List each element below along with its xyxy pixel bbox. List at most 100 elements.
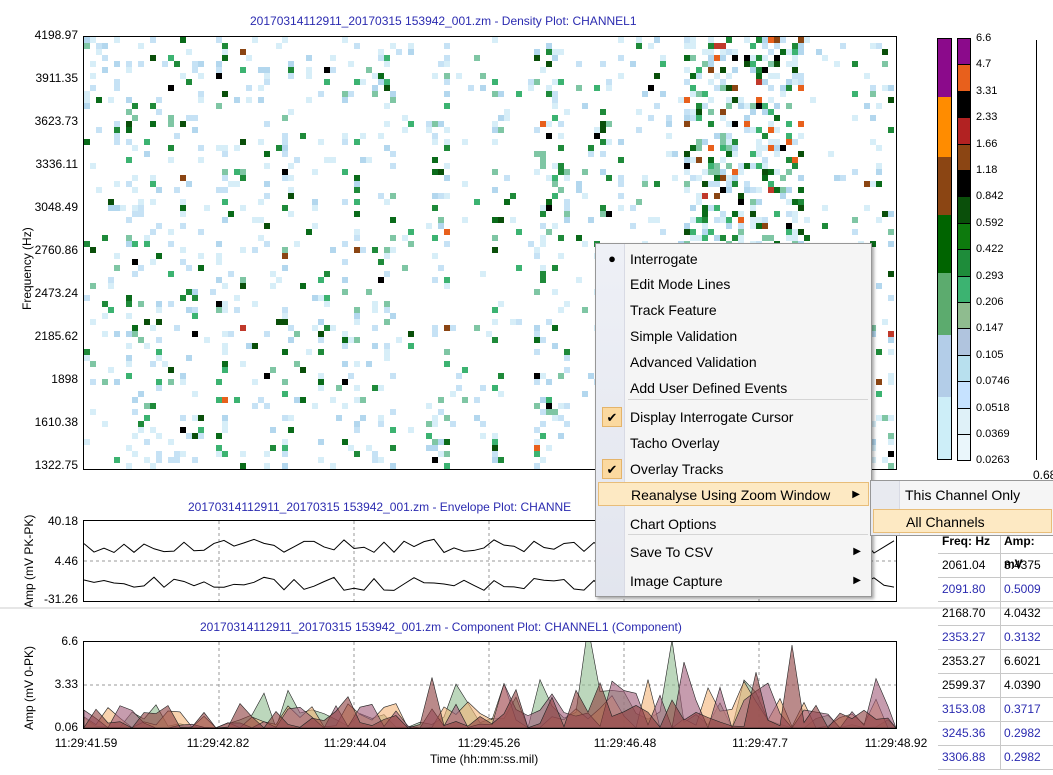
checkmark-icon: ✔ xyxy=(602,407,622,427)
legend-label: 6.6 xyxy=(976,32,992,44)
menu-item-add-user-defined-events[interactable]: Add User Defined Events xyxy=(598,376,869,400)
cell-amp: 0.2982 xyxy=(1004,750,1041,764)
density-ytick: 1898 xyxy=(51,372,78,386)
splitter[interactable] xyxy=(0,607,1053,609)
right-axis-label: 0.68 xyxy=(1033,468,1053,482)
menu-item-label: Interrogate xyxy=(630,251,698,267)
table-row[interactable]: 3153.08 0.3717 xyxy=(938,698,1053,722)
density-ylabel: Frequency (Hz) xyxy=(20,227,34,310)
legend-color-box xyxy=(957,196,971,224)
envelope-plot-title: 20170314112911_20170315 153942_001.zm - … xyxy=(188,500,572,514)
cell-freq: 2353.27 xyxy=(942,654,986,668)
legend-swatch xyxy=(938,335,951,397)
cell-amp: 3.4375 xyxy=(1004,558,1041,572)
component-xtick: 11:29:46.48 xyxy=(593,736,657,750)
legend-label: 3.31 xyxy=(976,84,998,97)
legend-label: 0.206 xyxy=(976,296,1004,308)
menu-item-label: Simple Validation xyxy=(630,328,738,344)
density-y-axis: 4198.97 3911.35 3623.73 3336.11 3048.49 … xyxy=(0,28,78,478)
envelope-ytick: 40.18 xyxy=(47,514,78,528)
menu-item-label: Edit Mode Lines xyxy=(630,276,731,292)
menu-item-save-to-csv[interactable]: Save To CSV ▶ xyxy=(598,540,869,564)
table-row[interactable]: 2168.70 4.0432 xyxy=(938,602,1053,626)
submenu-arrow-icon: ▶ xyxy=(853,575,861,586)
envelope-ylabel: Amp (mV PK-PK) xyxy=(22,514,36,608)
legend-label: 0.0518 xyxy=(976,401,1010,414)
component-xtick: 11:29:44.04 xyxy=(323,736,387,750)
legend-color-box xyxy=(957,117,971,145)
right-axis-line xyxy=(1036,40,1037,460)
menu-item-display-interrogate-cursor[interactable]: ✔ Display Interrogate Cursor xyxy=(598,405,869,429)
menu-item-label: Save To CSV xyxy=(630,544,714,560)
component-plot-title: 20170314112911_20170315 153942_001.zm - … xyxy=(200,620,682,634)
legend-color-box xyxy=(957,434,971,462)
legend-color-box xyxy=(957,222,971,251)
menu-item-tacho-overlay[interactable]: Tacho Overlay xyxy=(598,431,869,455)
menu-item-advanced-validation[interactable]: Advanced Validation xyxy=(598,350,869,374)
density-ytick: 4198.97 xyxy=(34,28,78,42)
cell-amp: 0.5009 xyxy=(1004,582,1041,596)
legend-color-box xyxy=(957,275,971,303)
envelope-ytick: -31.26 xyxy=(43,592,78,606)
cell-amp: 6.6021 xyxy=(1004,654,1041,668)
header-freq: Freq: Hz xyxy=(942,534,990,548)
menu-item-edit-mode-lines[interactable]: Edit Mode Lines xyxy=(598,272,869,296)
legend-color-box xyxy=(957,407,971,435)
submenu: This Channel Only All Channels xyxy=(870,480,1053,536)
menu-item-label: Advanced Validation xyxy=(630,354,757,370)
cell-amp: 0.2982 xyxy=(1004,726,1041,740)
cell-freq: 3153.08 xyxy=(942,702,986,716)
header-amp: Amp: mV xyxy=(1004,534,1035,571)
component-xtick: 11:29:41.59 xyxy=(54,736,118,750)
table-row[interactable]: 2353.27 0.3132 xyxy=(938,626,1053,650)
table-row[interactable]: 3245.36 0.2982 xyxy=(938,722,1053,746)
legend-label: 2.33 xyxy=(976,111,998,124)
submenu-arrow-icon: ▶ xyxy=(853,546,861,557)
table-row[interactable]: 3306.88 0.2982 xyxy=(938,746,1053,770)
component-plot[interactable] xyxy=(83,641,897,729)
density-plot-title: 20170314112911_20170315 153942_001.zm - … xyxy=(250,14,637,28)
legend-swatch xyxy=(938,397,951,459)
component-xtick: 11:29:42.82 xyxy=(186,736,250,750)
legend-label: 0.422 xyxy=(976,243,1004,256)
menu-separator xyxy=(628,534,868,535)
density-ytick: 2185.62 xyxy=(34,329,78,343)
table-row[interactable]: 2061.04 3.4375 xyxy=(938,554,1053,578)
menu-item-simple-validation[interactable]: Simple Validation xyxy=(598,324,869,348)
menu-item-overlay-tracks[interactable]: ✔ Overlay Tracks xyxy=(598,457,869,481)
legend-swatch xyxy=(938,39,951,97)
legend-swatch xyxy=(938,273,951,335)
menu-item-reanalyse-using-zoom-window[interactable]: Reanalyse Using Zoom Window ▶ xyxy=(598,482,869,506)
table-row[interactable]: 2353.27 6.6021 xyxy=(938,650,1053,674)
density-ytick: 1610.38 xyxy=(34,415,78,429)
component-ytick: 6.6 xyxy=(61,634,78,648)
component-x-axis: 11:29:41.59 11:29:42.82 11:29:44.04 11:2… xyxy=(0,736,928,752)
envelope-ytick: 4.46 xyxy=(54,554,78,568)
component-ytick: 3.33 xyxy=(54,677,78,691)
legend-label: 0.105 xyxy=(976,348,1004,361)
component-xtick: 11:29:45.26 xyxy=(457,736,521,750)
menu-item-image-capture[interactable]: Image Capture ▶ xyxy=(598,569,869,593)
legend-swatch xyxy=(938,97,951,157)
legend-color-box xyxy=(957,90,971,119)
radio-dot-icon: ● xyxy=(608,251,616,266)
legend-label: 0.293 xyxy=(976,269,1004,282)
cell-freq: 2091.80 xyxy=(942,582,986,596)
component-ytick: 0.06 xyxy=(54,720,78,734)
menu-separator xyxy=(628,399,868,400)
table-row[interactable]: 2091.80 0.5009 xyxy=(938,578,1053,602)
menu-item-interrogate[interactable]: ● Interrogate xyxy=(598,247,869,271)
menu-item-chart-options[interactable]: Chart Options xyxy=(598,512,869,536)
legend-color-box xyxy=(957,328,971,356)
density-ytick: 3911.35 xyxy=(35,71,79,85)
menu-item-track-feature[interactable]: Track Feature xyxy=(598,298,869,322)
table-header: Freq: Hz Amp: mV xyxy=(938,530,1053,571)
legend-color-box xyxy=(957,354,971,383)
density-ytick: 3336.11 xyxy=(35,157,79,171)
table-row[interactable]: 2599.37 4.0390 xyxy=(938,674,1053,698)
legend-color-box xyxy=(957,64,971,92)
submenu-item-all-channels[interactable]: All Channels xyxy=(873,509,1052,533)
legend-color-box xyxy=(957,302,971,330)
submenu-item-this-channel[interactable]: This Channel Only xyxy=(905,487,1021,503)
menu-item-label: Display Interrogate Cursor xyxy=(630,409,794,425)
